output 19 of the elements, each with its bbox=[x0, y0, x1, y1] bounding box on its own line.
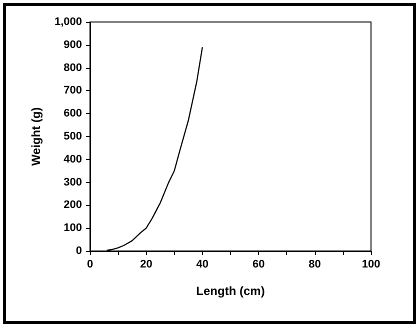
y-tick-label: 700 bbox=[64, 84, 82, 97]
y-tick-label: 100 bbox=[64, 222, 82, 234]
x-axis-title: Length (cm) bbox=[196, 284, 265, 298]
x-tick-label: 40 bbox=[196, 258, 209, 270]
x-tick-label: 80 bbox=[308, 258, 321, 270]
y-axis-title: Weight (g) bbox=[29, 107, 43, 166]
y-tick-label: 400 bbox=[64, 153, 82, 166]
x-tick-label: 60 bbox=[252, 258, 265, 270]
y-tick-label: 1,000 bbox=[54, 16, 82, 28]
y-tick-label: 300 bbox=[64, 176, 82, 188]
x-tick-label: 0 bbox=[86, 258, 94, 270]
x-tick-label: 20 bbox=[140, 258, 152, 270]
y-tick-label: 900 bbox=[64, 38, 82, 51]
y-tick-label: 500 bbox=[64, 130, 82, 142]
y-tick-label: 0 bbox=[76, 245, 82, 257]
x-tick-label: 100 bbox=[362, 258, 380, 270]
y-tick-label: 800 bbox=[64, 62, 82, 74]
y-tick-label: 200 bbox=[64, 199, 82, 212]
y-tick-label: 600 bbox=[64, 108, 82, 120]
